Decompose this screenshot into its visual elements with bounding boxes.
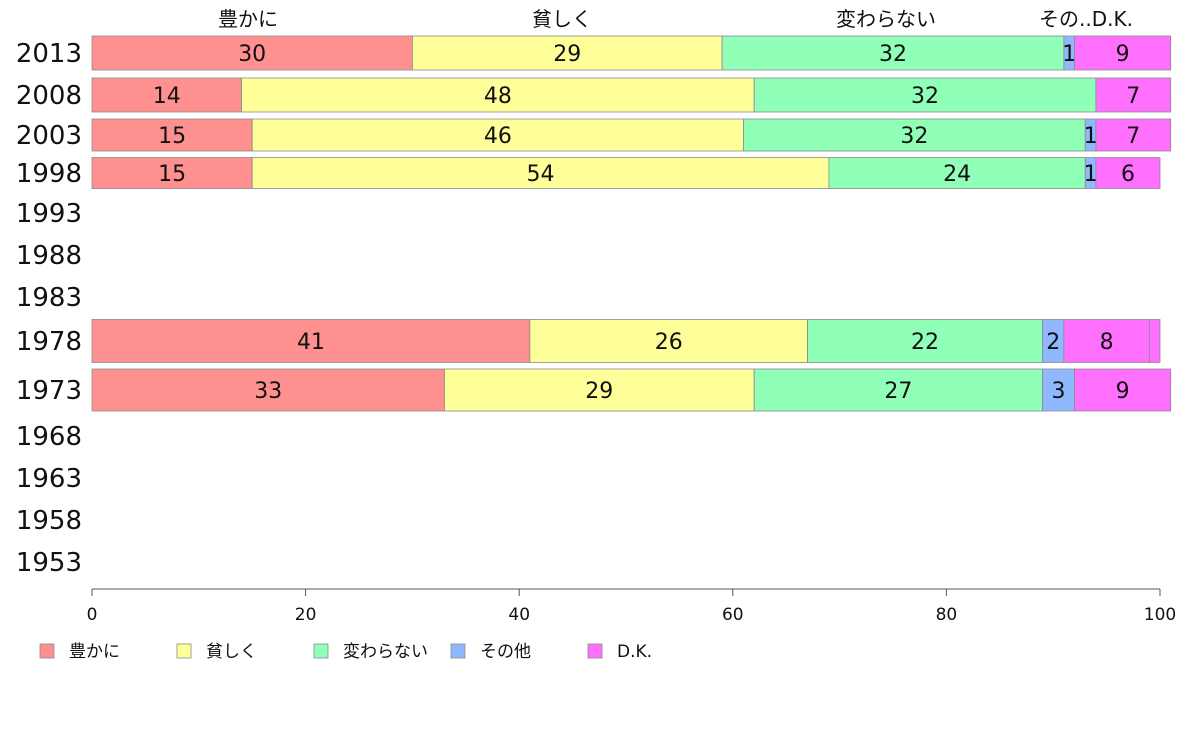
x-tick-label: 20	[295, 605, 317, 625]
segment-value-label: 27	[884, 379, 912, 404]
segment-value-label: 33	[254, 379, 282, 404]
x-tick-label: 100	[1144, 605, 1176, 625]
x-tick-label: 40	[508, 605, 530, 625]
segment-value-label: 29	[585, 379, 613, 404]
bar-segment	[241, 77, 755, 113]
bar-segment	[91, 319, 531, 363]
segment-value-label: 46	[484, 124, 512, 149]
bar-segment	[444, 368, 755, 412]
segment-value-label: 9	[1116, 42, 1130, 67]
segment-value-label: 9	[1116, 379, 1130, 404]
year-label: 1953	[16, 548, 82, 578]
segment-value-label: 15	[158, 162, 186, 187]
column-header: 貧しく	[532, 7, 592, 31]
bar-segment	[721, 35, 1065, 71]
year-label: 1978	[16, 327, 82, 357]
year-label: 1988	[16, 241, 82, 271]
year-label: 1973	[16, 376, 82, 406]
legend-swatch	[39, 643, 55, 659]
segment-value-label: 30	[238, 42, 266, 67]
segment-value-label: 54	[527, 162, 555, 187]
bar-segment	[1063, 319, 1150, 363]
x-tick-label: 60	[722, 605, 744, 625]
bar-segment	[251, 157, 830, 189]
legend-swatch	[313, 643, 329, 659]
legend-label: D.K.	[617, 642, 652, 662]
x-tick-label: 80	[936, 605, 958, 625]
legend-swatch	[587, 643, 603, 659]
bar-segment	[1074, 368, 1172, 412]
year-label: 1958	[16, 506, 82, 536]
segment-value-label: 8	[1100, 330, 1114, 355]
segment-value-label: 24	[943, 162, 971, 187]
year-label: 1968	[16, 422, 82, 452]
year-label: 2013	[16, 39, 82, 69]
bar-segment	[91, 368, 445, 412]
year-label: 1998	[16, 159, 82, 189]
column-header: その..D.K.	[1039, 7, 1133, 31]
bar-segment	[1042, 368, 1075, 412]
segment-value-label: 7	[1126, 124, 1140, 149]
column-header: 豊かに	[218, 7, 278, 31]
bar-segment	[91, 157, 253, 189]
segment-value-label: 7	[1126, 84, 1140, 109]
segment-value-label: 48	[484, 84, 512, 109]
bar-segment	[91, 77, 242, 113]
segment-value-label: 1	[1062, 42, 1076, 67]
year-label: 1993	[16, 199, 82, 229]
bar-segment	[91, 118, 253, 152]
bar-segment	[91, 35, 413, 71]
segment-value-label: 1	[1084, 162, 1098, 187]
segment-value-label: 32	[911, 84, 939, 109]
segment-value-label: 32	[900, 124, 928, 149]
year-label: 2008	[16, 81, 82, 111]
bar-segment	[807, 319, 1043, 363]
legend-label: 変わらない	[343, 642, 428, 662]
bar-segment	[1095, 118, 1172, 152]
year-label: 1963	[16, 464, 82, 494]
segment-value-label: 41	[297, 330, 325, 355]
segment-value-label: 14	[153, 84, 181, 109]
segment-value-label: 29	[553, 42, 581, 67]
bar-segment	[529, 319, 808, 363]
bar-segment	[411, 35, 723, 71]
segment-value-label: 15	[158, 124, 186, 149]
bar-segment	[753, 77, 1097, 113]
column-header: 変わらない	[836, 7, 936, 31]
legend-swatch	[450, 643, 466, 659]
bar-segment	[251, 118, 744, 152]
segment-value-label: 22	[911, 330, 939, 355]
bar-segment	[1095, 77, 1172, 113]
year-label: 2003	[16, 121, 82, 151]
bar-segment	[1074, 35, 1172, 71]
bar-segment	[828, 157, 1086, 189]
bar-segment	[753, 368, 1043, 412]
segment-value-label: 6	[1121, 162, 1135, 187]
legend-label: 豊かに	[69, 642, 120, 662]
legend-label: 貧しく	[206, 642, 257, 662]
legend-label: その他	[480, 642, 531, 662]
bar-segment-remainder	[1148, 319, 1161, 363]
bar-segment	[743, 118, 1086, 152]
segment-value-label: 2	[1046, 330, 1060, 355]
year-label: 1983	[16, 283, 82, 313]
bar-segment	[1095, 157, 1161, 189]
segment-value-label: 1	[1084, 124, 1098, 149]
segment-value-label: 32	[879, 42, 907, 67]
segment-value-label: 26	[655, 330, 683, 355]
x-tick-label: 0	[87, 605, 98, 625]
legend-swatch	[176, 643, 192, 659]
segment-value-label: 3	[1052, 379, 1066, 404]
